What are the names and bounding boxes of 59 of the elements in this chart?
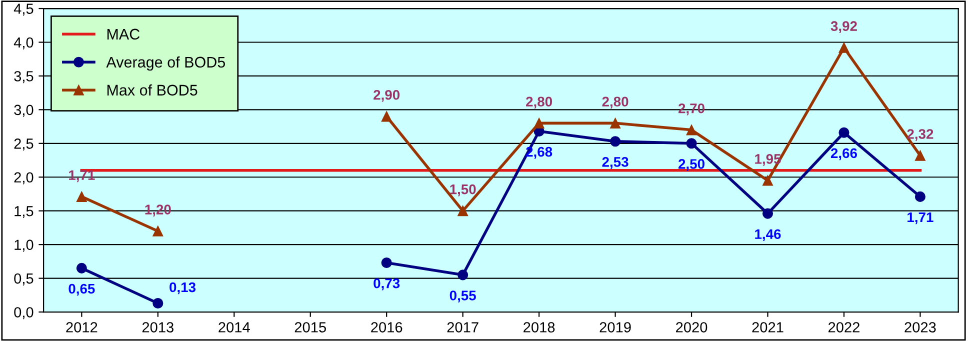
point <box>534 118 544 128</box>
x-tick-label: 2020 <box>676 322 708 332</box>
data-label: 0,65 <box>68 284 95 296</box>
point <box>838 127 850 138</box>
point <box>458 206 468 216</box>
x-tick-label: 2023 <box>904 322 936 332</box>
y-tick-label: 3,5 <box>14 71 34 84</box>
data-label: 1,71 <box>908 212 934 224</box>
point <box>762 175 774 186</box>
point <box>610 118 621 128</box>
point <box>838 42 850 53</box>
point <box>914 150 926 161</box>
data-label: 0,73 <box>374 278 400 290</box>
y-tick-label: 0,5 <box>14 273 34 286</box>
data-label: 2,80 <box>526 96 552 109</box>
data-label: 2,80 <box>602 96 628 109</box>
point <box>762 208 774 219</box>
y-tick-label: 0,0 <box>14 307 34 320</box>
point <box>458 270 468 280</box>
data-label: 0,13 <box>170 282 196 294</box>
legend-label: Max of BOD5 <box>107 84 198 96</box>
point <box>686 138 697 149</box>
x-tick-label: 2013 <box>142 322 174 332</box>
x-tick-label: 2016 <box>371 322 402 332</box>
data-label: 2,53 <box>602 157 628 169</box>
point <box>914 191 926 202</box>
y-tick-label: 1,0 <box>14 240 34 252</box>
data-label: 2,90 <box>374 90 400 102</box>
y-tick-label: 1,5 <box>14 206 34 218</box>
point <box>381 258 392 268</box>
point <box>152 298 164 309</box>
x-tick-label: 2012 <box>66 322 98 332</box>
x-tick-label: 2018 <box>524 322 555 332</box>
x-tick-label: 2019 <box>600 322 631 332</box>
data-label: 1,46 <box>755 229 781 242</box>
point <box>152 226 164 236</box>
y-tick-label: 2,5 <box>14 138 34 151</box>
point <box>76 191 87 202</box>
x-tick-label: 2015 <box>294 322 326 332</box>
y-tick-label: 3,0 <box>14 104 34 117</box>
data-label: 1,50 <box>450 184 476 196</box>
data-label: 2,50 <box>678 159 704 171</box>
point <box>686 124 697 136</box>
point <box>76 262 87 274</box>
data-label: 2,66 <box>830 148 857 160</box>
y-tick-label: 4,5 <box>14 4 34 16</box>
point <box>610 136 621 147</box>
legend-label: Average of BOD5 <box>106 56 226 71</box>
y-tick-label: 4,0 <box>14 37 34 50</box>
data-label: 0,55 <box>450 290 476 302</box>
x-tick-label: 2021 <box>752 322 784 332</box>
data-label: 3,92 <box>830 21 857 34</box>
data-label: 2,32 <box>907 129 934 141</box>
y-tick-label: 2,0 <box>14 172 34 184</box>
legend-label: MAC <box>107 28 140 40</box>
x-tick-label: 2014 <box>218 322 250 332</box>
x-tick-label: 2022 <box>828 322 860 332</box>
x-tick-label: 2017 <box>447 322 478 332</box>
point <box>381 111 392 122</box>
